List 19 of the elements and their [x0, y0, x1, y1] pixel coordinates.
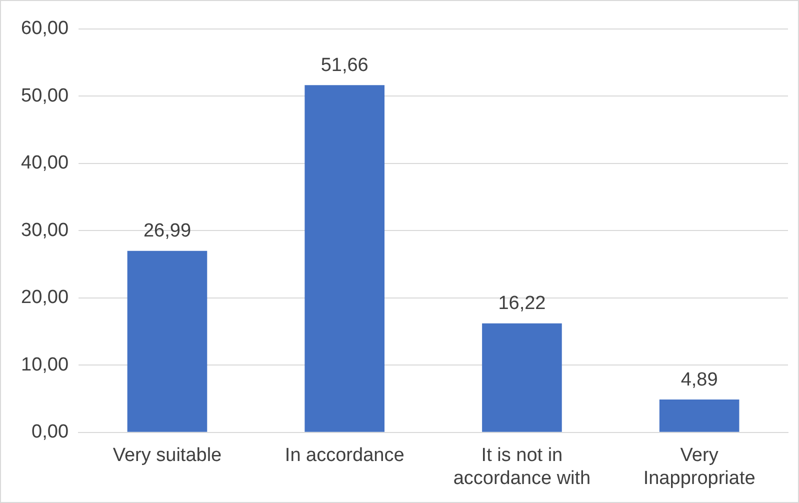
- x-tick-label: It is not in accordance with: [453, 445, 591, 489]
- y-tick-label: 40,00: [21, 152, 69, 174]
- y-tick-label: 30,00: [21, 220, 69, 241]
- bar: [482, 323, 562, 432]
- y-tick-label: 50,00: [21, 85, 69, 106]
- x-tick-label: In accordance: [284, 445, 404, 466]
- bar: [127, 250, 208, 432]
- data-label: 16,22: [498, 293, 546, 314]
- bar: [304, 85, 384, 432]
- y-tick-label: 0,00: [32, 422, 69, 443]
- data-label: 4,89: [680, 369, 718, 390]
- bar: [659, 400, 740, 432]
- data-label: 26,99: [143, 220, 191, 242]
- x-tick-label: Very suitable: [112, 445, 222, 466]
- data-label: 51,66: [320, 54, 368, 76]
- y-tick-label: 20,00: [21, 287, 69, 308]
- y-tick-label: 60,00: [21, 18, 69, 40]
- x-tick-label: Very Inappropriate: [643, 445, 756, 489]
- y-tick-label: 10,00: [21, 354, 69, 376]
